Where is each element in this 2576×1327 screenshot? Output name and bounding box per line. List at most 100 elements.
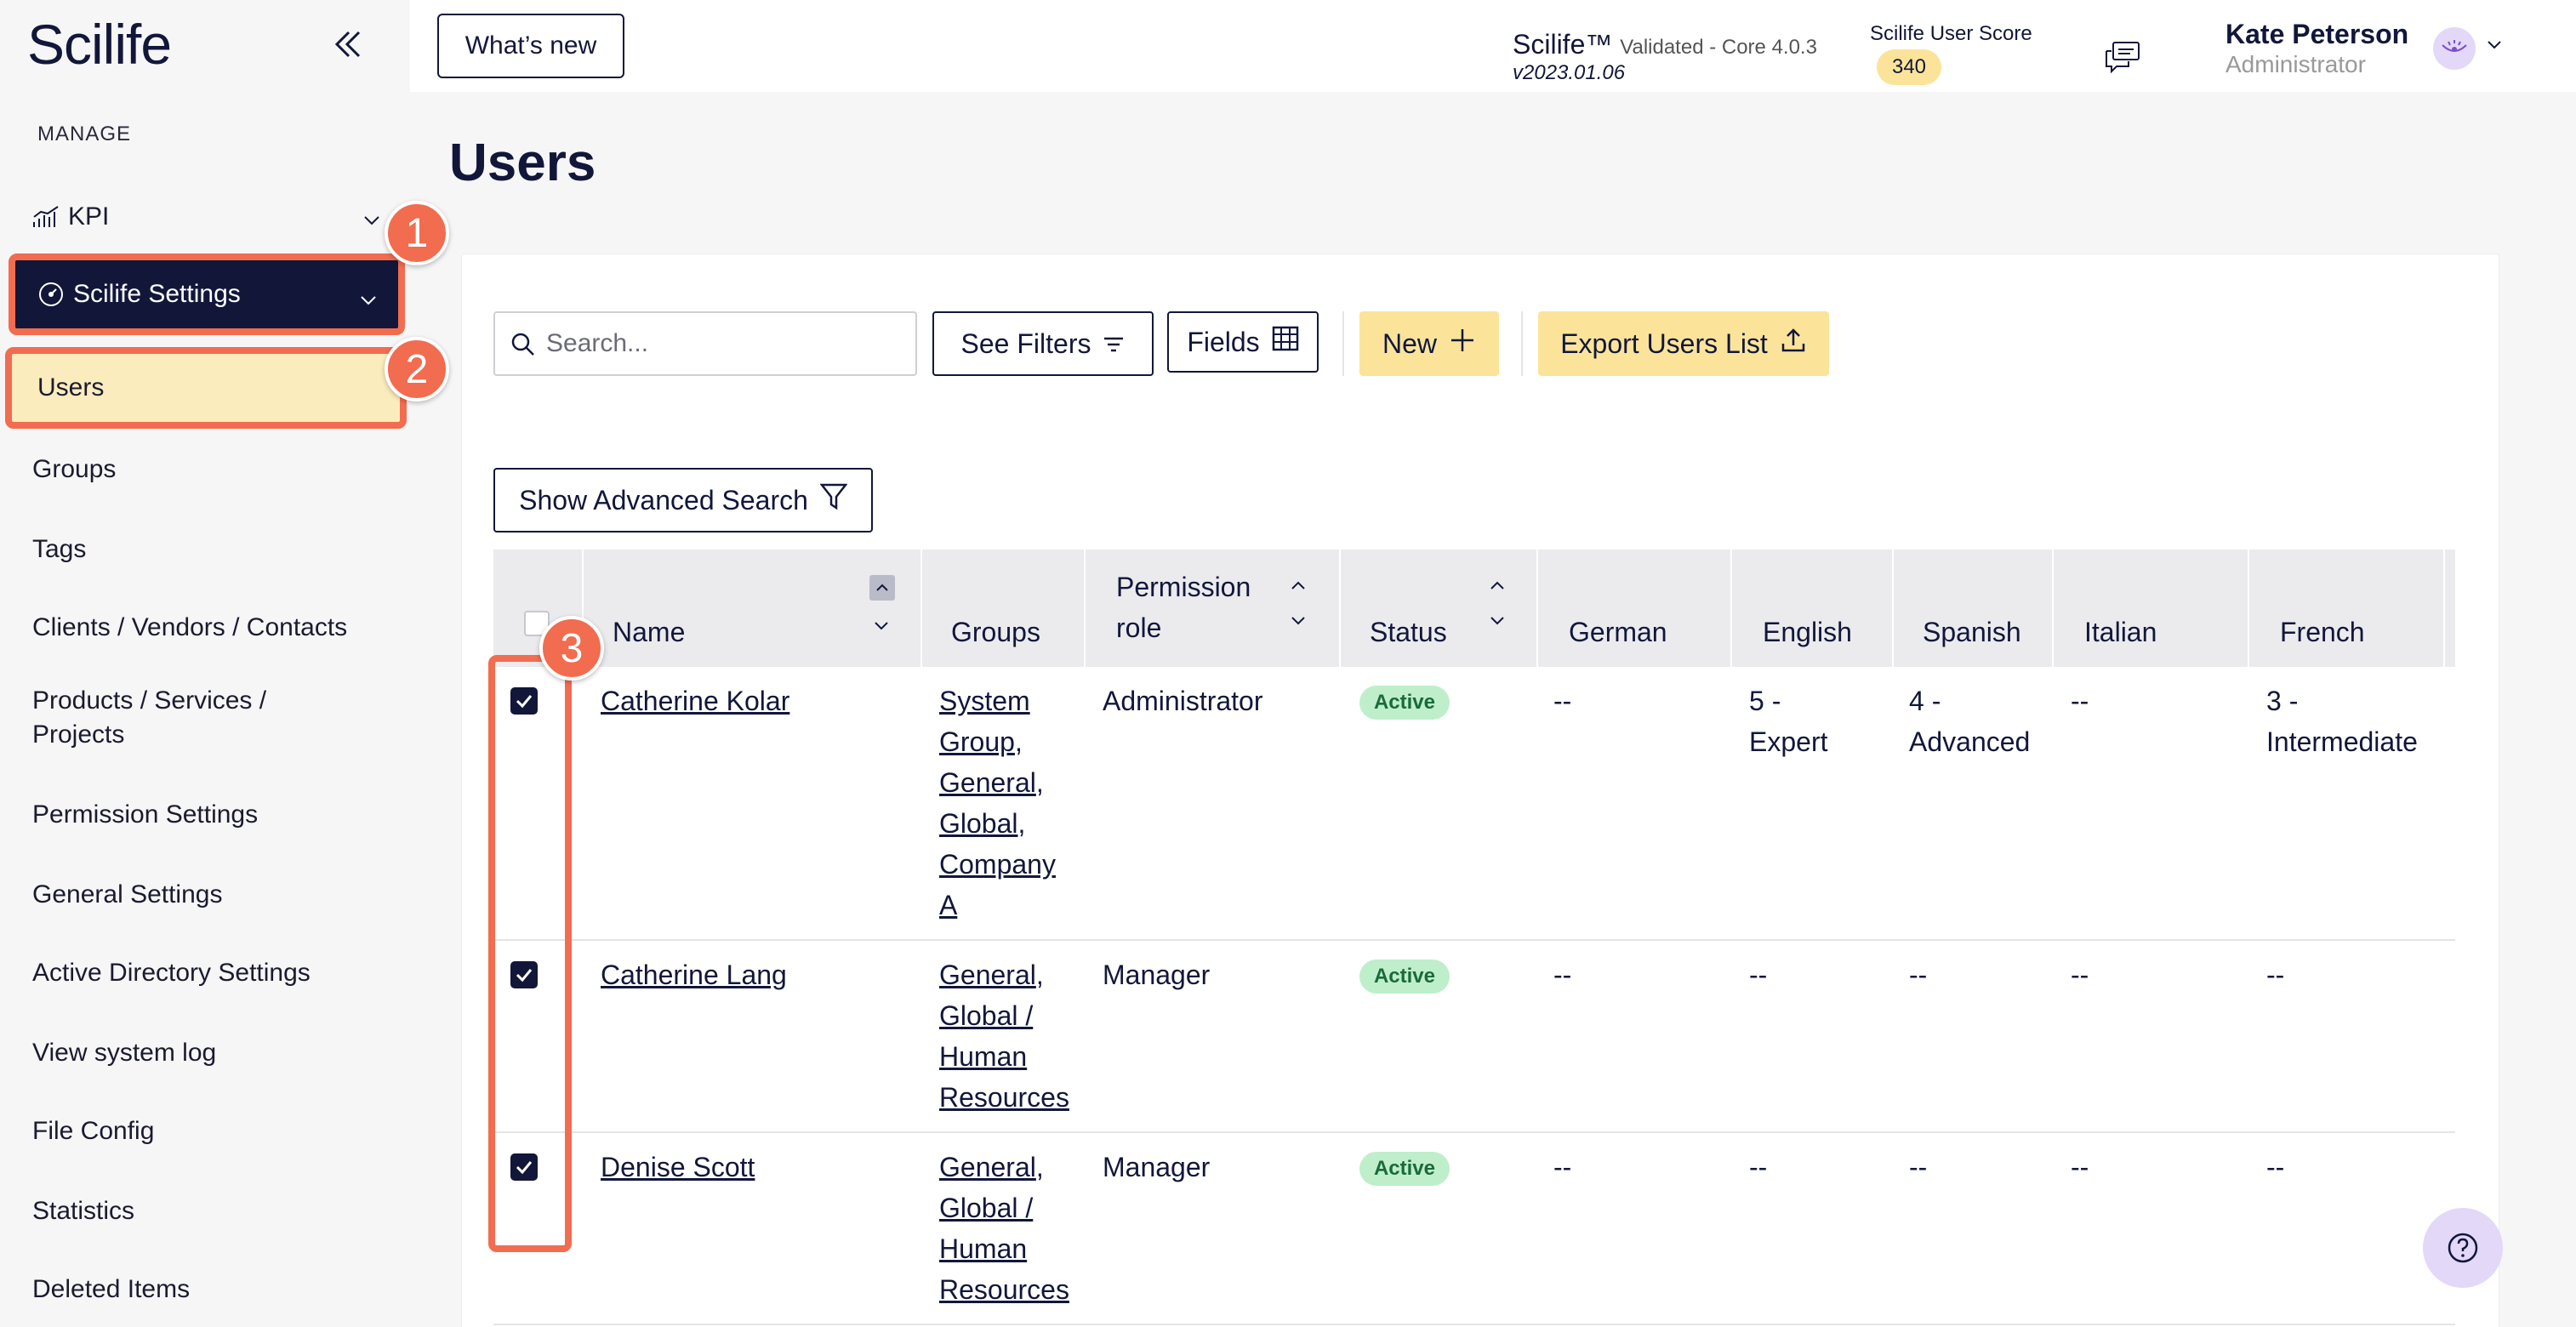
new-user-button[interactable]: New	[1359, 311, 1499, 376]
sidebar-item-permission-settings[interactable]: Permission Settings	[32, 800, 259, 829]
user-name-link[interactable]: Catherine Kolar	[601, 686, 790, 716]
group-link[interactable]: Global / Human Resources	[939, 1000, 1069, 1113]
checkbox-check-icon	[516, 1161, 533, 1175]
sort-descending-icon[interactable]	[1489, 614, 1506, 629]
user-name-link[interactable]: Denise Scott	[601, 1152, 755, 1182]
avatar-eye-icon[interactable]	[2433, 27, 2476, 70]
french-level: --	[2266, 960, 2285, 990]
advanced-search-button[interactable]: Show Advanced Search	[493, 468, 873, 533]
callout-badge-2: 2	[385, 337, 449, 402]
row-checkbox[interactable]	[510, 687, 538, 715]
row-checkbox[interactable]	[510, 961, 538, 988]
user-name[interactable]: Kate Peterson	[2226, 19, 2409, 49]
permission-role: Manager	[1103, 1152, 1211, 1182]
user-role: Administrator	[2226, 51, 2366, 77]
search-icon	[510, 332, 536, 364]
validated-label: Validated - Core 4.0.3	[1620, 36, 1817, 59]
column-header-english[interactable]: English	[1763, 617, 1852, 647]
group-link[interactable]: System Group	[939, 686, 1030, 757]
sidebar-item-users[interactable]: Users	[5, 347, 407, 429]
select-all-checkbox[interactable]	[524, 611, 550, 636]
permission-role: Administrator	[1103, 686, 1263, 716]
version-label: v2023.01.06	[1513, 61, 1626, 84]
group-link[interactable]: General	[939, 960, 1036, 990]
funnel-icon	[819, 482, 848, 518]
sidebar-item-general-settings[interactable]: General Settings	[32, 880, 223, 908]
column-header-italian[interactable]: Italian	[2084, 617, 2157, 647]
sidebar-item-active-directory-settings[interactable]: Active Directory Settings	[32, 959, 311, 987]
checkbox-column-highlight	[488, 655, 572, 1252]
sidebar-item-groups[interactable]: Groups	[32, 455, 117, 483]
group-link[interactable]: General	[939, 767, 1036, 798]
user-groups: General, Global / Human Resources	[939, 1152, 1069, 1305]
sidebar-item-scilife-settings[interactable]: Scilife Settings	[9, 253, 405, 335]
chevron-down-icon[interactable]	[2486, 39, 2503, 55]
column-header-permission-role[interactable]: Permission role	[1116, 572, 1251, 643]
sort-descending-icon[interactable]	[873, 619, 890, 635]
sort-ascending-icon[interactable]	[1489, 580, 1506, 595]
sidebar-item-clients-vendors-contacts[interactable]: Clients / Vendors / Contacts	[32, 613, 348, 641]
sort-ascending-icon[interactable]	[1290, 580, 1307, 595]
column-divider	[1730, 550, 1732, 667]
chevron-down-icon	[362, 204, 381, 233]
sort-descending-icon[interactable]	[1290, 614, 1307, 629]
sidebar-item-deleted-items[interactable]: Deleted Items	[32, 1275, 191, 1303]
user-name-link[interactable]: Catherine Lang	[601, 960, 787, 990]
group-link[interactable]: General	[939, 1152, 1036, 1182]
column-header-french[interactable]: French	[2280, 617, 2365, 647]
column-header-name[interactable]: Name	[613, 617, 686, 647]
sidebar-item-view-system-log[interactable]: View system log	[32, 1039, 217, 1067]
french-level: --	[2266, 1152, 2285, 1182]
table-grid-icon	[1272, 326, 1299, 358]
user-groups: General, Global / Human Resources	[939, 960, 1069, 1113]
product-title: Scilife™	[1513, 29, 1613, 60]
row-checkbox[interactable]	[510, 1153, 538, 1181]
checkbox-check-icon	[516, 695, 533, 709]
whats-new-button[interactable]: What’s new	[437, 14, 624, 78]
column-divider	[1892, 550, 1894, 667]
status-badge: Active	[1359, 1152, 1450, 1186]
settings-gauge-icon	[37, 281, 65, 308]
spanish-level: --	[1909, 1152, 1928, 1182]
column-header-status[interactable]: Status	[1370, 617, 1447, 647]
group-link[interactable]: Global / Human Resources	[939, 1193, 1069, 1305]
search-placeholder: Search...	[546, 329, 649, 357]
group-link[interactable]: Company A	[939, 849, 1056, 920]
french-level: 3 - Intermediate	[2266, 686, 2418, 757]
search-input[interactable]: Search...	[493, 311, 917, 376]
help-icon[interactable]	[2423, 1208, 2503, 1288]
spanish-level: 4 - Advanced	[1909, 686, 2031, 757]
english-level: --	[1749, 1152, 1768, 1182]
italian-level: --	[2071, 1152, 2089, 1182]
column-header-spanish[interactable]: Spanish	[1923, 617, 2021, 647]
manage-section-label: MANAGE	[37, 122, 132, 145]
table-header	[493, 550, 2455, 667]
sidebar: Scilife MANAGE KPI Scilife Settings User…	[0, 0, 410, 1327]
upload-icon	[1780, 327, 1807, 361]
scilife-logo[interactable]: Scilife	[27, 13, 172, 76]
sort-ascending-icon[interactable]	[869, 575, 895, 601]
sidebar-item-tags[interactable]: Tags	[32, 535, 87, 563]
sidebar-item-file-config[interactable]: File Config	[32, 1117, 155, 1145]
permission-role: Manager	[1103, 960, 1211, 990]
kpi-chart-icon	[32, 205, 61, 229]
kpi-label: KPI	[68, 202, 110, 231]
column-divider	[1084, 550, 1086, 667]
top-bar	[410, 0, 2576, 92]
group-link[interactable]: Global	[939, 808, 1018, 839]
export-label: Export Users List	[1560, 327, 1768, 359]
users-label: Users	[37, 373, 105, 402]
settings-label: Scilife Settings	[73, 280, 241, 308]
sidebar-item-kpi[interactable]: KPI	[0, 197, 410, 236]
column-header-german[interactable]: German	[1569, 617, 1667, 647]
column-header-groups[interactable]: Groups	[951, 617, 1040, 647]
chat-icon[interactable]	[2103, 39, 2142, 75]
collapse-sidebar-icon[interactable]	[323, 20, 371, 68]
see-filters-button[interactable]: See Filters	[932, 311, 1154, 376]
italian-level: --	[2071, 960, 2089, 990]
export-users-button[interactable]: Export Users List	[1538, 311, 1829, 376]
status-badge: Active	[1359, 960, 1450, 994]
fields-button[interactable]: Fields	[1167, 311, 1319, 373]
sidebar-item-statistics[interactable]: Statistics	[32, 1197, 135, 1225]
sidebar-item-products-services-projects[interactable]: Products / Services / Projects	[32, 686, 267, 749]
